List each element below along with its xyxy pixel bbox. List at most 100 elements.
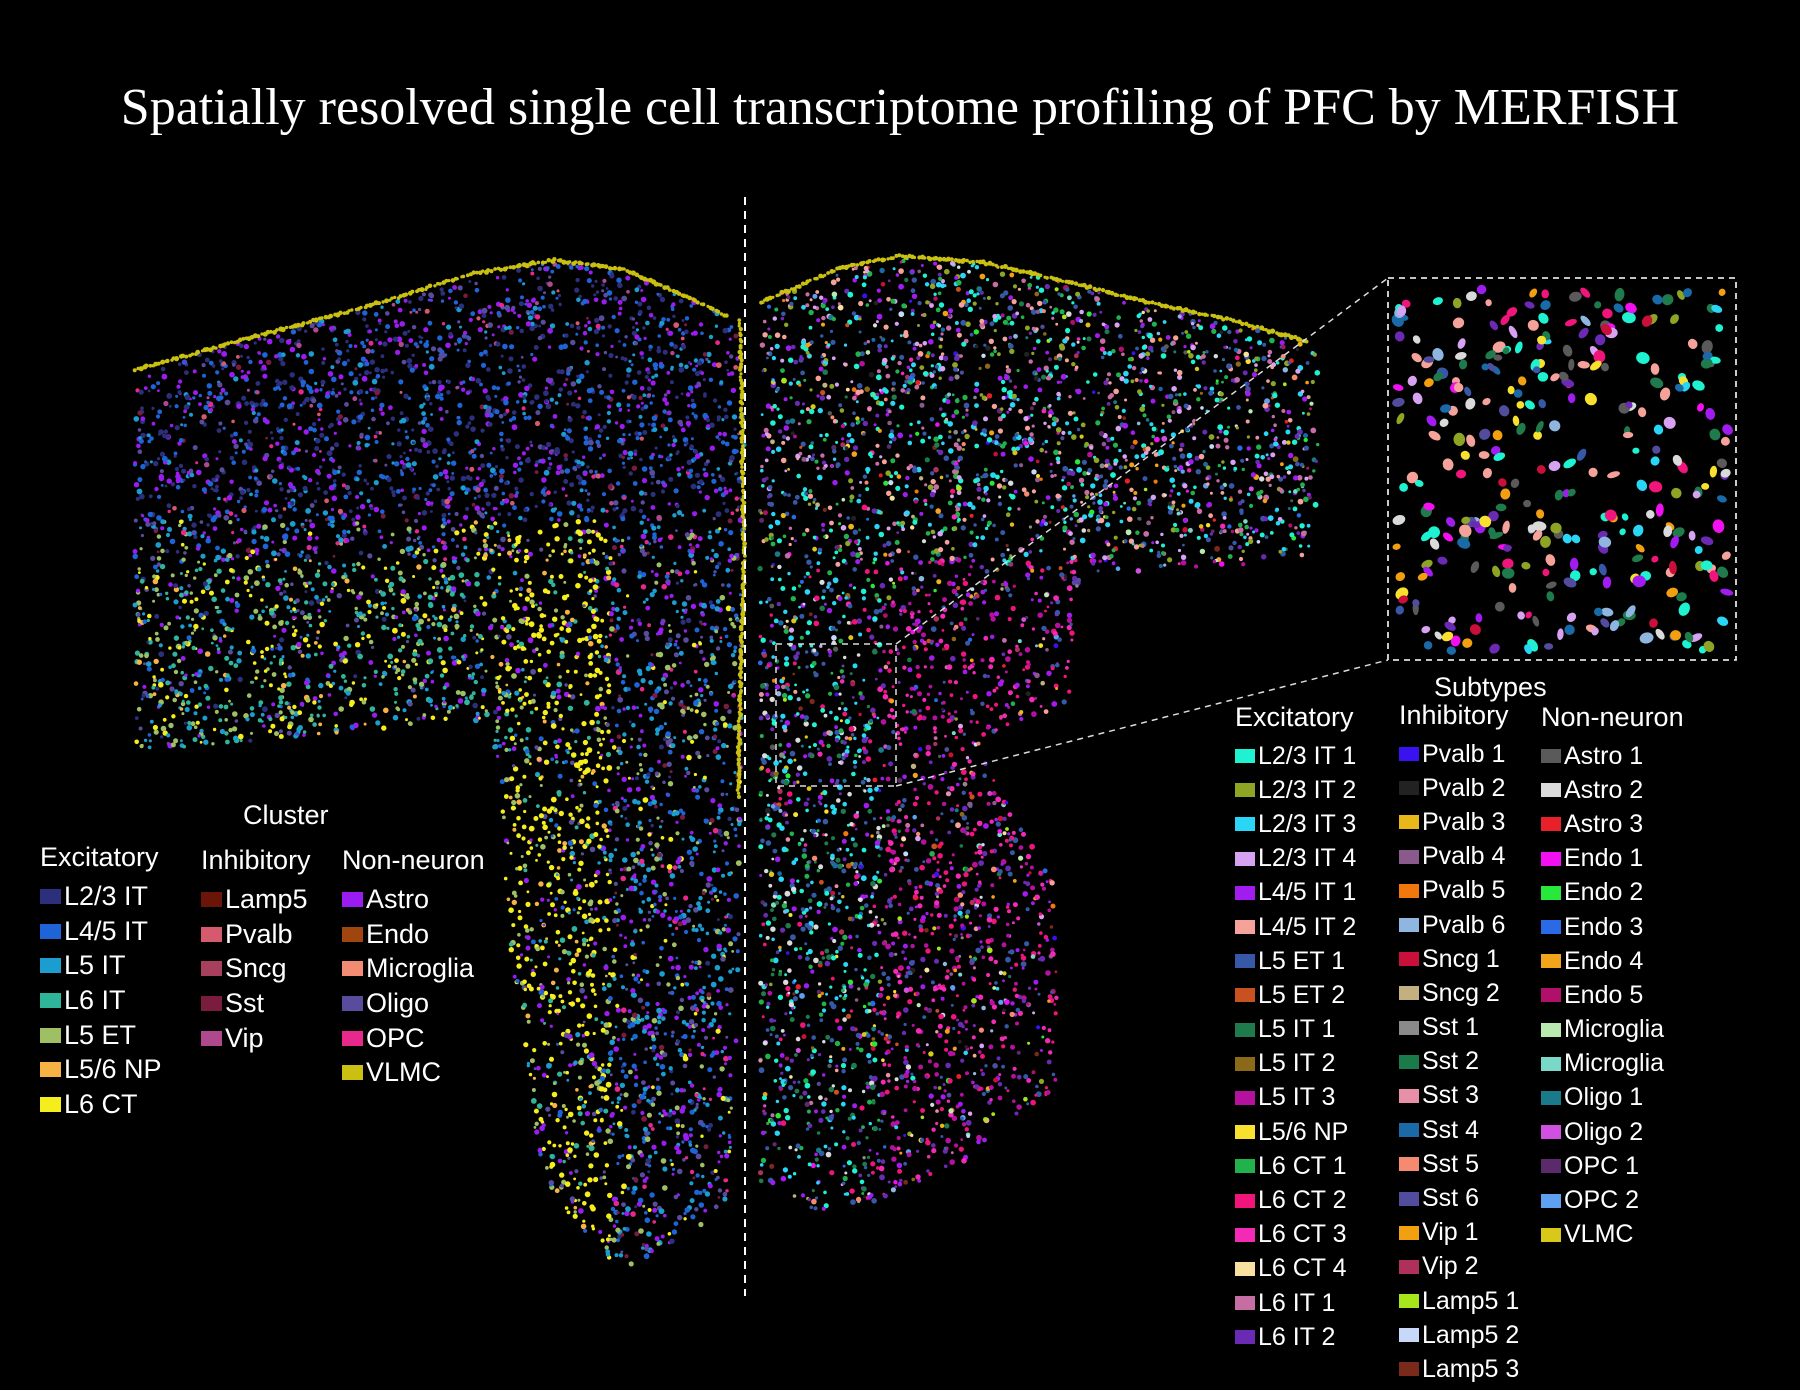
cell-dot <box>596 720 601 725</box>
cell-dot <box>594 907 598 911</box>
cell-dot <box>455 620 459 624</box>
cell-dot <box>294 629 298 633</box>
cell-dot <box>287 705 292 710</box>
cell-dot <box>502 523 507 528</box>
cell-dot <box>271 469 275 473</box>
cell-dot <box>671 435 676 439</box>
cell-dot <box>673 322 680 328</box>
cell-dot <box>735 508 739 512</box>
cell-dot <box>525 928 530 933</box>
cell-dot <box>316 731 321 736</box>
cell-dot <box>643 630 650 637</box>
cell-dot <box>602 424 607 430</box>
cell-dot <box>646 551 650 555</box>
cell-dot <box>520 295 524 300</box>
cell-dot <box>609 822 613 826</box>
cell-dot <box>648 312 654 318</box>
cell-dot <box>591 953 596 958</box>
cell-dot <box>644 1014 650 1020</box>
cell-dot <box>654 1026 658 1030</box>
cell-dot <box>558 1041 563 1046</box>
cell-dot <box>656 292 660 296</box>
cell-dot <box>233 376 239 382</box>
cell-dot <box>559 889 565 895</box>
cell-dot <box>731 448 738 455</box>
cell-dot <box>622 465 626 469</box>
cell-dot <box>703 698 707 702</box>
cell-dot <box>395 667 401 673</box>
cell-dot <box>511 923 516 928</box>
cell-dot <box>731 967 735 971</box>
cell-dot <box>267 507 273 513</box>
cell-dot <box>584 1191 591 1198</box>
cell-dot <box>374 440 379 444</box>
cell-dot <box>608 373 613 378</box>
cell-dot <box>621 461 626 465</box>
cell-dot <box>529 400 534 405</box>
cell-dot <box>591 1227 596 1231</box>
cell-dot <box>390 565 396 571</box>
cell-dot <box>705 908 711 914</box>
cell-dot <box>138 389 144 395</box>
cell-dot <box>722 501 726 505</box>
cell-dot <box>495 719 500 724</box>
cell-dot <box>558 387 563 392</box>
cell-dot <box>205 695 211 701</box>
cell-dot <box>529 927 534 932</box>
cell-dot <box>206 523 210 527</box>
cell-dot <box>193 628 197 632</box>
cell-dot <box>696 901 701 907</box>
cell-dot <box>541 994 545 999</box>
cell-dot <box>496 738 500 743</box>
cell-dot <box>577 1111 583 1117</box>
cell-dot <box>199 520 204 524</box>
cell-dot <box>455 386 459 390</box>
cell-dot <box>648 680 654 685</box>
cell-dot <box>307 478 313 483</box>
cell-dot <box>705 459 710 464</box>
cell-dot <box>437 380 442 385</box>
cell-dot <box>519 738 524 743</box>
cell-dot <box>523 560 528 564</box>
cell-dot <box>348 444 352 448</box>
cell-dot <box>454 342 458 346</box>
cell-dot <box>622 806 628 811</box>
cell-dot <box>320 651 324 656</box>
cell-dot <box>327 674 331 679</box>
cell-dot <box>717 918 720 921</box>
cell-dot <box>307 531 313 536</box>
cell-dot <box>610 272 614 277</box>
cell-dot <box>459 523 463 527</box>
cell-dot <box>255 416 259 420</box>
cell-dot <box>619 1082 626 1089</box>
cell-dot <box>698 1190 703 1195</box>
cell-dot <box>656 1241 661 1246</box>
cell-dot <box>587 640 594 647</box>
cell-dot <box>695 1153 702 1160</box>
cell-dot <box>606 765 613 771</box>
cell-dot <box>328 610 332 613</box>
cell-dot <box>685 392 691 397</box>
cell-dot <box>625 705 631 711</box>
cell-dot <box>422 553 426 557</box>
cell-dot <box>253 608 259 614</box>
cell-dot <box>329 589 334 594</box>
cell-dot <box>522 399 527 404</box>
cell-dot <box>658 825 663 829</box>
cell-dot <box>215 545 220 551</box>
cell-dot <box>436 621 443 628</box>
cell-dot <box>581 931 585 935</box>
cell-dot <box>656 1077 660 1082</box>
cell-dot <box>152 521 157 526</box>
cell-dot <box>556 1008 562 1014</box>
cell-dot <box>435 464 439 469</box>
cell-dot <box>399 503 403 507</box>
cell-dot <box>621 550 625 554</box>
cell-dot <box>451 472 455 475</box>
cell-dot <box>513 742 517 746</box>
cell-dot <box>717 1150 721 1155</box>
cell-dot <box>506 381 511 386</box>
cell-dot <box>670 696 676 701</box>
cell-dot <box>410 687 416 693</box>
cell-dot <box>694 788 700 793</box>
